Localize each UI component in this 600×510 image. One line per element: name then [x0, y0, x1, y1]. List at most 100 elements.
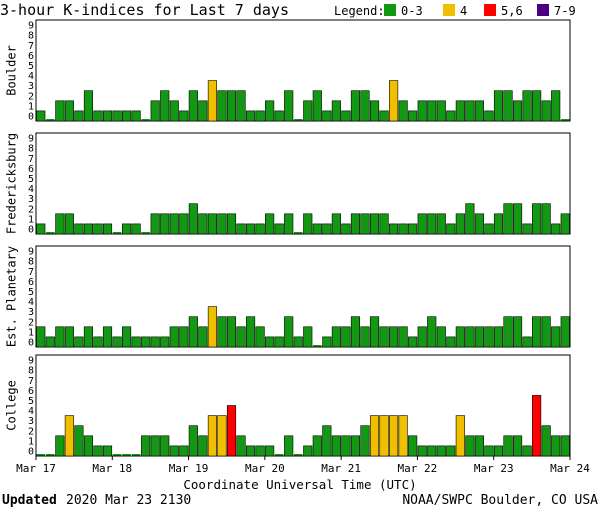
bar	[484, 110, 494, 122]
bar	[322, 336, 332, 348]
bar	[226, 90, 237, 122]
bar	[493, 445, 504, 457]
bar	[122, 326, 132, 348]
bar	[150, 100, 160, 122]
bar	[179, 445, 189, 457]
bar	[255, 326, 265, 348]
bar	[83, 326, 94, 348]
bar	[436, 445, 446, 457]
bar	[379, 415, 389, 457]
legend-swatch	[384, 4, 396, 16]
y-tick-label: 4	[28, 184, 34, 195]
y-tick-label: 6	[28, 164, 34, 175]
y-tick-label: 6	[28, 386, 34, 397]
bar	[265, 100, 275, 122]
bar	[341, 326, 351, 348]
bar	[274, 110, 284, 122]
legend-swatch	[443, 4, 455, 16]
bar	[74, 223, 84, 235]
bar	[255, 223, 265, 235]
panel-name: College	[5, 380, 19, 431]
bar	[303, 213, 313, 235]
bar	[427, 100, 437, 122]
y-tick-label: 3	[28, 194, 34, 205]
bar	[551, 435, 561, 457]
x-tick-label: Mar 20	[245, 462, 285, 475]
legend-item-label: 7-9	[554, 4, 576, 18]
bar	[503, 435, 513, 457]
bar	[341, 110, 351, 122]
legend-swatch	[484, 4, 496, 16]
bar	[417, 100, 427, 122]
bar	[303, 326, 313, 348]
bar	[293, 232, 303, 234]
bar	[522, 445, 532, 457]
bar	[484, 223, 494, 235]
bar	[551, 326, 561, 348]
bar	[236, 90, 246, 122]
bar	[389, 223, 399, 235]
y-tick-label: 2	[28, 317, 34, 328]
bar	[169, 100, 179, 122]
bar	[236, 326, 246, 348]
bar	[465, 435, 475, 457]
bar	[274, 223, 284, 235]
bar	[122, 223, 132, 235]
bar	[122, 454, 131, 456]
y-tick-label: 1	[28, 101, 34, 112]
bar	[102, 223, 113, 235]
bar	[560, 435, 570, 457]
bar	[512, 203, 523, 235]
bar	[331, 435, 341, 457]
y-tick-label: 8	[28, 144, 34, 155]
y-tick-label: 4	[28, 297, 34, 308]
bar	[532, 395, 542, 457]
legend-label: Legend:	[334, 4, 385, 18]
panel-frame	[35, 132, 571, 235]
bar	[36, 223, 46, 235]
bar	[331, 100, 341, 122]
bar	[255, 445, 265, 457]
panel-frame	[35, 19, 571, 122]
bar	[55, 213, 65, 235]
bar	[245, 316, 256, 348]
bar	[131, 110, 141, 122]
bar	[122, 110, 132, 122]
y-tick-label: 1	[28, 214, 34, 225]
bar	[465, 326, 475, 348]
bar	[398, 415, 408, 457]
bar	[512, 316, 523, 348]
bar	[436, 326, 446, 348]
y-tick-label: 3	[28, 307, 34, 318]
bar	[312, 223, 322, 235]
y-tick-label: 4	[28, 406, 34, 417]
bar	[74, 336, 84, 348]
bar	[312, 435, 322, 457]
bar	[112, 232, 122, 234]
bar	[55, 326, 65, 348]
bar	[436, 213, 446, 235]
footer: Updated 2020 Mar 23 2130 NOAA/SWPC Bould…	[2, 493, 598, 508]
legend-item-label: 5,6	[501, 4, 523, 18]
bar	[360, 425, 370, 457]
panels: 0123456789Boulder0123456789Fredericksbur…	[5, 19, 571, 457]
bar	[350, 90, 361, 122]
bar	[74, 425, 84, 457]
bar	[522, 90, 532, 122]
bar	[160, 90, 170, 122]
bar	[207, 80, 217, 122]
bar	[188, 90, 198, 122]
y-tick-label: 0	[28, 111, 34, 122]
bar	[188, 203, 198, 235]
bar	[369, 213, 380, 235]
x-tick-label: Mar 24	[550, 462, 590, 475]
bar	[226, 405, 237, 457]
bar	[102, 326, 113, 348]
bar	[245, 445, 256, 457]
bar	[284, 213, 294, 235]
y-tick-label: 7	[28, 267, 34, 278]
bar	[417, 445, 427, 457]
